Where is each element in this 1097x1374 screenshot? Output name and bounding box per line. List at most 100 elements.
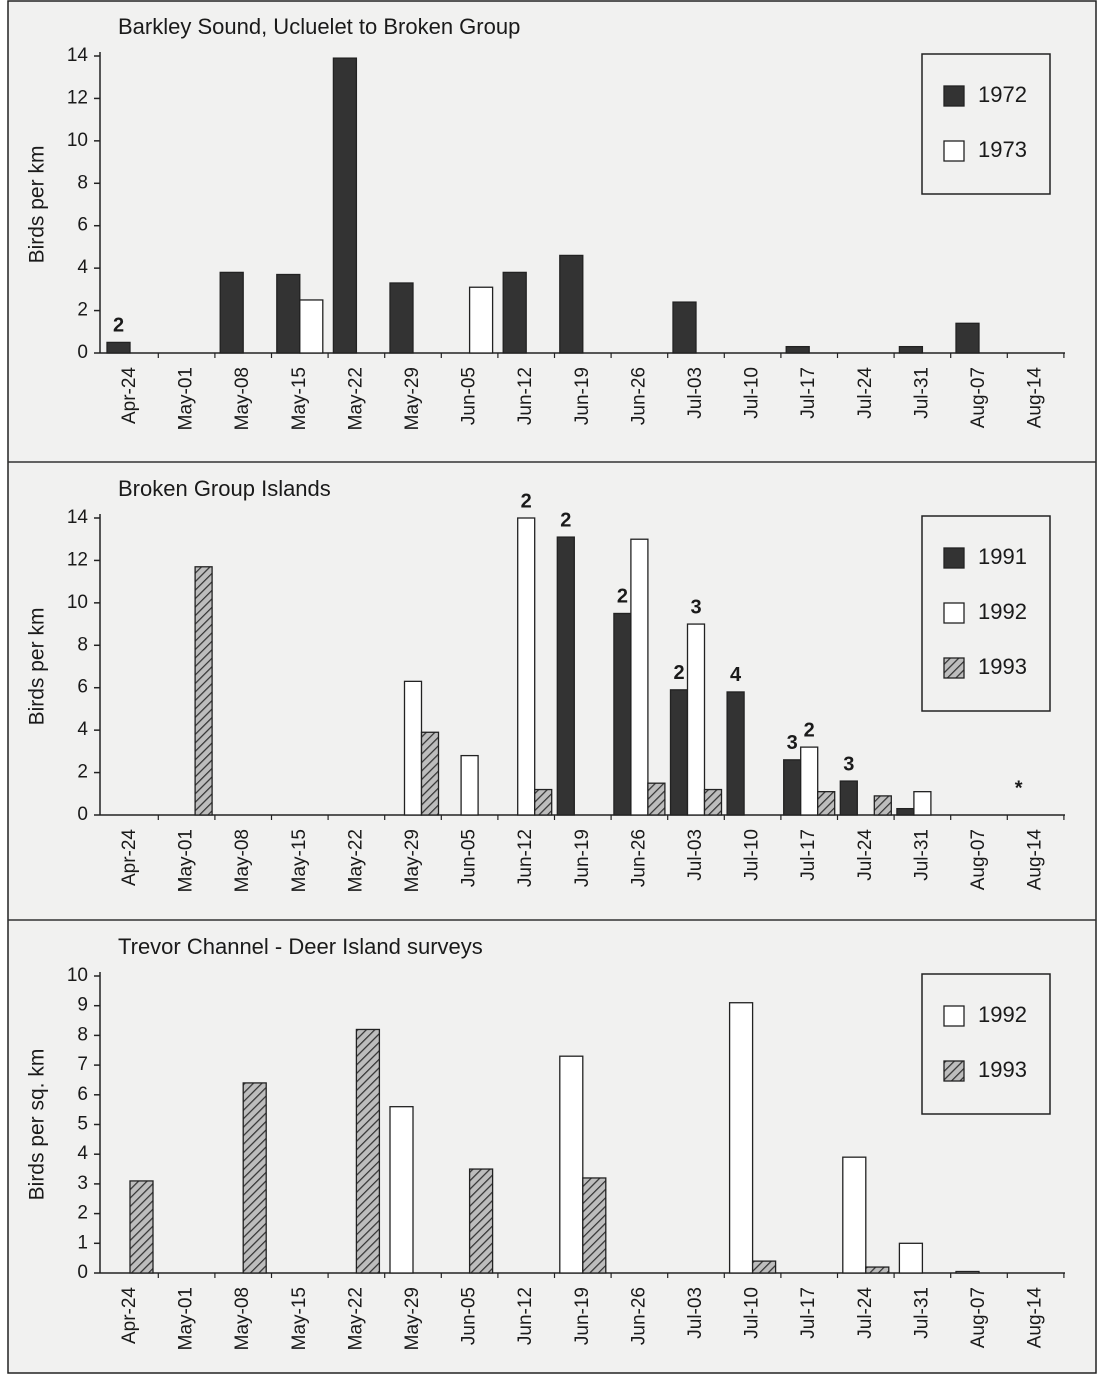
bar: [194, 566, 213, 816]
bar-annotation: 4: [730, 664, 742, 686]
y-axis-label: Birds per km: [26, 146, 49, 264]
bar: [955, 322, 980, 354]
chart-title: Broken Group Islands: [118, 476, 331, 501]
x-tick-label: Jul-10: [742, 1287, 763, 1339]
x-tick-label: Jun-19: [572, 1287, 593, 1345]
y-tick-label: 4: [77, 1143, 88, 1164]
legend-box: [921, 53, 1051, 195]
bar-annotation: 2: [521, 490, 532, 512]
bar: [299, 299, 324, 354]
y-tick-label: 10: [67, 130, 88, 151]
bar: [842, 1156, 867, 1274]
x-tick-label: Apr-24: [119, 829, 140, 886]
y-tick-label: 8: [77, 1024, 88, 1045]
chart-title: Barkley Sound, Ucluelet to Broken Group: [118, 14, 520, 39]
x-tick-label: Jul-24: [855, 367, 876, 419]
bar: [332, 57, 358, 354]
x-tick-label: Jun-12: [515, 829, 536, 887]
x-tick-label: Jun-05: [459, 367, 480, 425]
bar: [403, 680, 423, 816]
x-tick-label: Jul-31: [911, 829, 932, 881]
bar-annotation: 2: [560, 509, 571, 531]
y-tick-label: 5: [77, 1114, 88, 1135]
y-tick-label: 6: [77, 1084, 88, 1105]
x-tick-label: May-08: [232, 829, 253, 892]
x-tick-label: Jul-31: [911, 367, 932, 419]
legend-label: 1992: [978, 1002, 1027, 1027]
y-tick-label: 12: [67, 549, 88, 570]
x-tick-label: May-08: [232, 367, 253, 430]
bar: [502, 271, 527, 354]
legend-swatch: [943, 140, 965, 162]
x-tick-label: May-29: [402, 1287, 423, 1350]
bar: [703, 788, 723, 816]
bar-annotation: 2: [113, 315, 124, 337]
bar: [460, 754, 479, 816]
x-tick-label: Jun-19: [572, 367, 593, 425]
bar: [242, 1082, 267, 1274]
panel: Barkley Sound, Ucluelet to Broken Group B…: [26, 14, 1065, 430]
bar: [389, 1106, 414, 1274]
bar: [898, 345, 924, 354]
x-tick-label: Aug-07: [968, 829, 989, 890]
x-tick-label: May-22: [345, 829, 366, 892]
bar: [534, 788, 553, 816]
bar: [517, 517, 536, 816]
y-tick-label: 8: [77, 172, 88, 193]
x-tick-label: May-01: [176, 829, 197, 892]
x-tick-label: Aug-14: [1025, 1287, 1046, 1349]
bar: [389, 282, 414, 354]
x-tick-label: Jul-31: [911, 1287, 932, 1339]
y-axis-label: Birds per sq. km: [26, 1049, 49, 1201]
bar: [751, 1260, 777, 1274]
frame: [7, 0, 1097, 1374]
bar: [728, 1002, 754, 1274]
x-tick-label: Jun-05: [459, 1287, 480, 1345]
bar-annotation: 2: [673, 662, 684, 684]
y-tick-label: 6: [77, 215, 88, 236]
y-tick-label: 14: [67, 45, 89, 66]
y-tick-label: 7: [77, 1054, 88, 1075]
x-tick-label: Jun-26: [628, 367, 649, 425]
bar: [817, 791, 836, 816]
bar: [913, 791, 932, 816]
bar: [783, 759, 802, 816]
x-tick-label: Jul-17: [798, 829, 819, 881]
y-tick-label: 12: [67, 87, 88, 108]
bar: [800, 746, 819, 816]
x-tick-label: Apr-24: [119, 367, 140, 424]
x-tick-label: May-08: [232, 1287, 253, 1350]
y-tick-label: 4: [77, 257, 88, 278]
x-tick-label: May-15: [289, 829, 310, 892]
y-tick-label: 6: [77, 677, 88, 698]
legend-label: 1973: [978, 137, 1027, 162]
bar: [669, 689, 689, 816]
bar: [420, 731, 440, 816]
bar: [559, 1055, 584, 1274]
y-tick-label: 2: [77, 1203, 88, 1224]
legend-label: 1972: [978, 82, 1027, 107]
y-tick-label: 14: [67, 507, 89, 528]
bar: [219, 271, 244, 354]
y-tick-label: 2: [77, 762, 88, 783]
bar-annotation: *: [1015, 777, 1023, 799]
bar: [898, 1242, 924, 1274]
x-tick-label: Jul-24: [855, 1287, 876, 1339]
x-tick-label: May-01: [176, 1287, 197, 1350]
legend-label: 1993: [978, 654, 1027, 679]
x-tick-label: Jul-17: [798, 367, 819, 419]
x-tick-label: Jun-05: [459, 829, 480, 887]
bar: [865, 1266, 890, 1274]
bar: [647, 782, 666, 816]
bar-annotation: 2: [804, 719, 815, 741]
x-tick-label: Aug-14: [1025, 367, 1046, 429]
y-axis-label: Birds per km: [26, 608, 49, 726]
bar: [613, 612, 632, 816]
bar: [672, 301, 697, 354]
bar: [726, 691, 745, 816]
bar: [106, 341, 131, 354]
y-tick-label: 10: [67, 592, 88, 613]
legend-swatch: [943, 1060, 965, 1082]
bar: [785, 345, 810, 354]
y-tick-label: 0: [77, 1262, 88, 1283]
